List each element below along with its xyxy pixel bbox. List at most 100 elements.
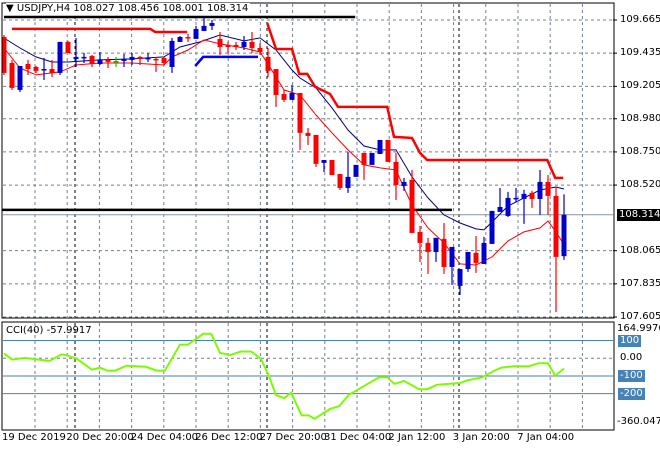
candle <box>153 56 159 72</box>
price-axis-label: 109.435 <box>620 47 660 59</box>
candle-body <box>441 238 447 267</box>
candle <box>225 41 231 54</box>
candle <box>521 189 527 224</box>
candle <box>1 34 7 75</box>
candle-body <box>345 176 351 188</box>
candle-body <box>289 92 295 100</box>
candle-body <box>217 38 223 47</box>
candle-body <box>313 134 319 164</box>
candle-body <box>433 237 439 252</box>
candle-body <box>449 246 455 267</box>
candle-body <box>537 181 543 199</box>
candle <box>273 69 279 107</box>
candle-body <box>41 69 47 71</box>
candle-body <box>481 242 487 264</box>
candle-body <box>81 56 87 59</box>
candle <box>161 56 167 65</box>
candle <box>313 134 319 167</box>
ohlc-readout: 108.027 108.456 108.001 108.314 <box>73 3 249 14</box>
time-axis-label: 3 Jan 20:00 <box>452 432 510 443</box>
candle <box>89 54 95 68</box>
candle-body <box>401 181 407 186</box>
candle-body <box>297 92 303 133</box>
candle-body <box>33 67 39 71</box>
candle-body <box>409 179 415 233</box>
candle-body <box>241 41 247 47</box>
time-axis-label: 27 Dec 20:00 <box>259 432 327 443</box>
resistance-step-line <box>12 27 188 34</box>
candle <box>193 25 199 39</box>
time-axis-label: 2 Jan 12:00 <box>388 432 446 443</box>
candle-body <box>417 231 423 243</box>
candle-body <box>137 56 143 59</box>
candle <box>257 42 263 55</box>
candle-body <box>425 242 431 252</box>
candle-body <box>553 195 559 257</box>
candle <box>217 31 223 55</box>
cci-axis-label: 0.00 <box>620 352 643 364</box>
price-axis-label: 107.835 <box>620 277 660 289</box>
time-axis-label: 24 Dec 04:00 <box>130 432 199 443</box>
candle <box>81 53 87 63</box>
triangle-down-icon[interactable]: ▼ <box>6 3 14 14</box>
cci-indicator <box>3 332 613 420</box>
candle <box>281 89 287 102</box>
candle-body <box>529 192 535 199</box>
time-axis-label: 31 Dec 04:00 <box>324 432 392 443</box>
candle <box>137 55 143 65</box>
candle <box>393 152 399 200</box>
candle <box>537 169 543 215</box>
cci-axis-label: -100 <box>618 369 645 382</box>
candle-body <box>377 139 383 154</box>
cci-line <box>3 332 565 420</box>
candle <box>481 236 487 264</box>
candle <box>385 139 391 162</box>
candle-body <box>273 69 279 95</box>
candle <box>57 41 63 75</box>
price-axis-label: 108.520 <box>620 179 660 191</box>
candle-body <box>249 41 255 48</box>
candle-body <box>25 63 31 70</box>
candle-body <box>73 56 79 59</box>
candle <box>41 57 47 80</box>
candle-body <box>257 47 263 53</box>
candle-body <box>321 159 327 163</box>
candle-body <box>129 56 135 60</box>
price-axis-label: 107.605 <box>620 311 660 322</box>
candle <box>337 173 343 190</box>
cci-axis-label: -200 <box>618 387 645 400</box>
candle <box>505 191 511 217</box>
cci-panel-frame <box>1 321 615 431</box>
candle-body <box>225 44 231 47</box>
candle <box>545 174 551 215</box>
support-step-line <box>194 55 258 67</box>
candle <box>145 53 151 62</box>
candle-body <box>113 60 119 63</box>
candle <box>401 177 407 191</box>
candle-body <box>457 268 463 286</box>
candle <box>361 152 367 180</box>
candle <box>329 159 335 175</box>
candle <box>73 38 79 68</box>
moving-average-fast <box>3 39 565 266</box>
candle-body <box>177 37 183 42</box>
candle-body <box>465 251 471 269</box>
candle-body <box>505 197 511 216</box>
cci-label: CCI(40) <box>6 325 44 336</box>
candle <box>561 194 567 260</box>
candle-body <box>161 57 167 63</box>
candle-body <box>97 59 103 64</box>
price-axis-label: 108.750 <box>620 145 660 157</box>
cci-header: CCI(40) -57.9917 <box>6 325 92 336</box>
candle-body <box>393 161 399 185</box>
candle-body <box>185 37 191 39</box>
candle <box>457 268 463 295</box>
candle <box>449 246 455 285</box>
candle <box>129 53 135 65</box>
resistance-step-line <box>266 22 564 180</box>
price-axis-label: 108.980 <box>620 112 660 124</box>
candle-body <box>145 57 151 60</box>
candle <box>209 20 215 30</box>
candle <box>513 187 519 202</box>
